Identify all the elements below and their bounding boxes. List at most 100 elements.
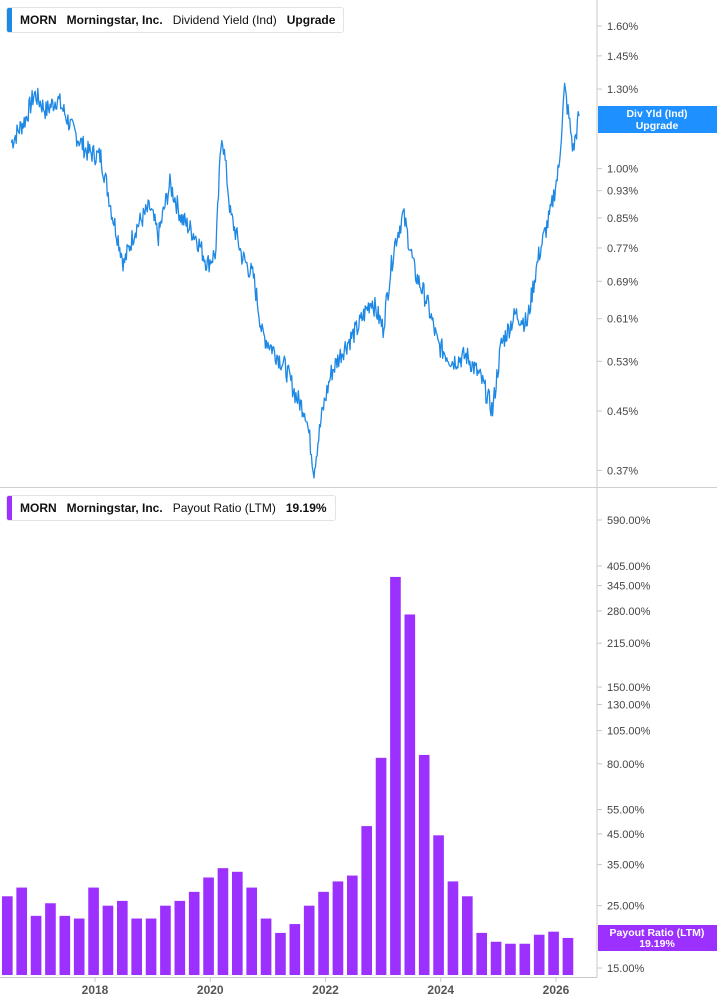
payout-ratio-bar [318,891,329,975]
payout-ratio-bar [476,932,488,975]
payout-ratio-bars [2,576,574,975]
top-y-tick-label: 0.77% [607,243,638,255]
top-y-tick-label: 1.60% [607,21,638,33]
payout-ratio-bar [188,891,200,975]
bottom-panel: 590.00% 405.00% 345.00% 280.00% 215.00% 150.0… [2,488,717,977]
top-y-tick-label: 1.30% [607,84,638,96]
payout-ratio-bar [232,871,243,975]
top-legend-ticker: MORN [20,13,57,27]
payout-ratio-bar [390,576,401,975]
bottom-y-tick-label: 215.00% [607,638,651,650]
payout-ratio-bar [519,943,531,975]
payout-ratio-bar [2,896,13,975]
payout-ratio-bar [246,887,258,975]
top-value-tag-line2: Upgrade [636,120,679,132]
top-y-tick-label: 1.45% [607,51,638,63]
payout-ratio-bar [533,934,545,975]
top-y-ticks: 1.60% 1.45% 1.30% 1.00% 0.93% 0.85% 0.77% 0.69%… [597,21,638,477]
payout-ratio-bar [160,905,171,975]
payout-ratio-bar [462,896,473,975]
payout-ratio-bar [433,835,444,975]
payout-ratio-bar [59,915,71,975]
bottom-y-tick-label: 25.00% [607,901,645,913]
bottom-y-tick-label: 590.00% [607,515,651,527]
x-tick-label: 2026 [543,983,570,997]
payout-ratio-bar [303,905,315,975]
bottom-value-tag-line2: 19.19% [639,938,675,950]
dividend-yield-line [10,82,580,479]
bottom-legend-value: 19.19% [285,501,327,515]
bottom-y-tick-label: 80.00% [607,759,645,771]
bottom-legend-ticker: MORN [20,501,57,515]
bottom-y-tick-label: 280.00% [607,606,651,618]
bottom-y-tick-label: 130.00% [607,700,651,712]
bottom-y-tick-label: 15.00% [607,963,645,975]
payout-ratio-bar [117,900,128,975]
dividend-yield-series [10,82,580,479]
payout-ratio-bar [131,918,143,975]
top-y-tick-label: 0.61% [607,314,638,326]
payout-ratio-bar [490,941,502,975]
top-panel: 1.60% 1.45% 1.30% 1.00% 0.93% 0.85% 0.77% 0.69%… [10,0,717,487]
payout-ratio-bar [447,881,459,975]
payout-ratio-bar [505,943,516,975]
payout-ratio-bar [404,614,416,975]
x-axis-ticks: 2018 2020 2022 2024 2026 [82,977,570,997]
bottom-y-tick-label: 405.00% [607,561,651,573]
payout-ratio-bar [203,877,214,975]
bottom-y-tick-label: 105.00% [607,726,651,738]
bottom-y-tick-label: 45.00% [607,829,645,841]
payout-ratio-bar [45,903,56,975]
payout-ratio-bar [217,868,229,975]
payout-ratio-bar [347,875,358,975]
payout-ratio-bar [289,924,301,975]
top-legend-color-bar [7,8,12,32]
bottom-value-tag-line1: Payout Ratio (LTM) [610,927,705,939]
top-y-tick-label: 0.85% [607,213,638,225]
payout-ratio-bar [73,918,85,975]
x-tick-label: 2018 [82,983,109,997]
payout-ratio-bar [16,887,28,975]
payout-ratio-bar [88,887,99,975]
payout-ratio-bar [332,881,344,975]
bottom-value-tag-box [598,925,717,951]
top-legend-metric: Dividend Yield (Ind) [172,13,277,27]
top-y-tick-label: 0.93% [607,186,638,198]
payout-ratio-bar [30,915,42,975]
bottom-legend-color-bar [7,496,12,520]
top-y-tick-label: 0.45% [607,406,638,418]
bottom-y-tick-label: 35.00% [607,860,645,872]
bottom-legend: MORN Morningstar, Inc. Payout Ratio (LTM… [6,495,336,521]
x-tick-label: 2022 [312,983,339,997]
top-y-tick-label: 1.00% [607,164,638,176]
top-value-tag-box [598,106,717,133]
bottom-value-tag: Payout Ratio (LTM) 19.19% [598,925,717,951]
payout-ratio-bar [562,937,574,975]
x-tick-label: 2024 [427,983,454,997]
x-tick-label: 2020 [197,983,224,997]
top-y-tick-label: 0.53% [607,356,638,368]
payout-ratio-bar [260,918,272,975]
payout-ratio-bar [548,931,559,975]
payout-ratio-bar [361,826,373,975]
top-value-tag-line1: Div Yld (Ind) [626,108,687,120]
bottom-y-tick-label: 150.00% [607,682,651,694]
payout-ratio-bar [174,900,186,975]
bottom-legend-metric: Payout Ratio (LTM) [172,501,276,515]
payout-ratio-bar [145,918,157,975]
bottom-y-tick-label: 345.00% [607,580,651,592]
bottom-legend-company: Morningstar, Inc. [66,501,163,515]
bottom-y-ticks: 590.00% 405.00% 345.00% 280.00% 215.00% 150.0… [597,515,651,975]
top-y-tick-label: 0.37% [607,465,638,477]
payout-ratio-bar [275,932,286,975]
top-legend-upgrade-link[interactable]: Upgrade [286,13,336,27]
top-y-tick-label: 0.69% [607,276,638,288]
payout-ratio-bar [102,905,114,975]
payout-ratio-bar [418,754,430,975]
bottom-y-tick-label: 55.00% [607,804,645,816]
top-value-tag: Div Yld (Ind) Upgrade [598,106,717,133]
payout-ratio-bar [375,757,387,975]
top-legend: MORN Morningstar, Inc. Dividend Yield (I… [6,7,345,33]
top-legend-company: Morningstar, Inc. [66,13,163,27]
